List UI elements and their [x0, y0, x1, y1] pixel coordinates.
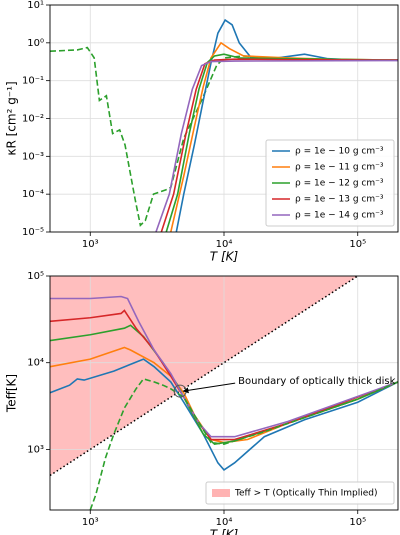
y-tick-label: 10⁻³ — [22, 151, 44, 162]
y-tick-label: 10⁰ — [27, 38, 44, 49]
series-line — [89, 378, 398, 510]
shaded-region — [50, 276, 358, 476]
legend-label: ρ = 1e − 11 g cm⁻³ — [295, 163, 384, 173]
plot-area — [50, 276, 398, 510]
legend-label: ρ = 1e − 10 g cm⁻³ — [295, 147, 384, 157]
y-tick-label: 10³ — [27, 444, 44, 455]
x-tick-label: 10⁴ — [216, 239, 233, 250]
x-axis-label: T [K] — [210, 250, 239, 264]
y-tick-label: 10¹ — [27, 0, 44, 11]
legend-swatch — [212, 489, 230, 497]
x-axis-label: T [K] — [210, 528, 239, 535]
boundary-line — [50, 276, 359, 477]
series-line — [155, 59, 398, 232]
legend-box — [205, 481, 395, 505]
series-line — [50, 46, 265, 227]
legend-box — [265, 139, 395, 227]
y-tick-label: 10⁻¹ — [22, 76, 44, 87]
annotation-arrow — [182, 382, 236, 394]
legend-label: Teff > T (Optically Thin Implied) — [234, 489, 377, 499]
x-tick-label: 10³ — [82, 239, 99, 250]
series-line — [165, 53, 398, 232]
annotation-text: Boundary of optically thick disk — [238, 376, 395, 387]
y-tick-label: 10⁻⁵ — [22, 227, 44, 238]
y-axis-label: κR [cm² g⁻¹] — [5, 81, 19, 155]
y-tick-label: 10⁻⁴ — [22, 189, 44, 200]
y-axis-label: Teff[K] — [5, 374, 19, 413]
x-tick-label: 10⁵ — [349, 239, 366, 250]
series-line — [50, 358, 398, 471]
y-tick-label: 10⁻² — [22, 114, 44, 125]
legend-label: ρ = 1e − 13 g cm⁻³ — [295, 195, 384, 205]
y-tick-label: 10⁴ — [27, 358, 44, 369]
x-tick-label: 10⁴ — [216, 517, 233, 528]
x-tick-label: 10³ — [82, 517, 99, 528]
legend-label: ρ = 1e − 12 g cm⁻³ — [295, 179, 384, 189]
plot-area — [50, 5, 398, 232]
series-line — [50, 295, 398, 438]
y-tick-label: 10⁵ — [27, 271, 44, 282]
series-line — [50, 309, 398, 441]
x-tick-label: 10⁵ — [349, 517, 366, 528]
legend-label: ρ = 1e − 14 g cm⁻³ — [295, 211, 384, 221]
series-line — [175, 18, 398, 232]
